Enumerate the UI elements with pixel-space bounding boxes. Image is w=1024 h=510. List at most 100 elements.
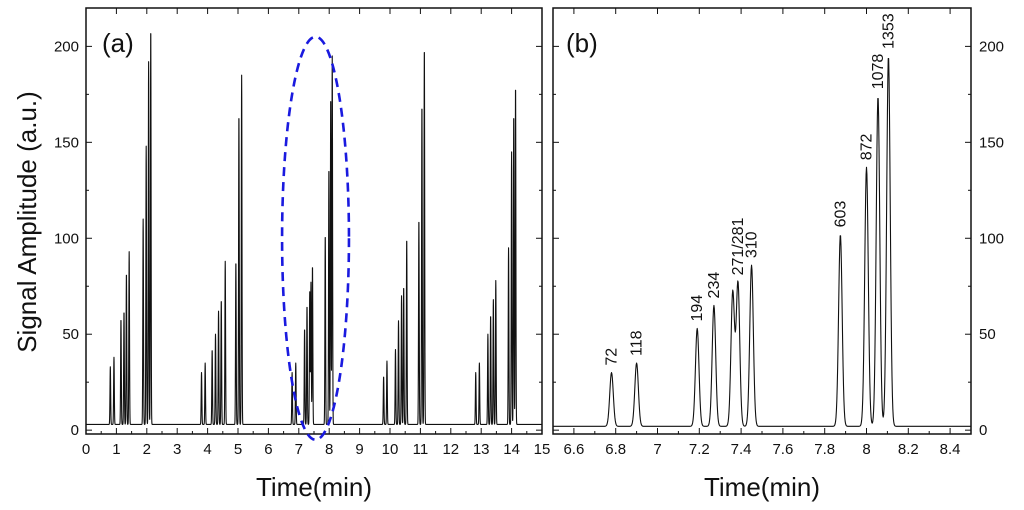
panel-a-x-tick-label: 9 <box>355 441 363 458</box>
panel-b-peak-point <box>877 96 878 97</box>
panel-b-x-tick-label: 7.2 <box>689 441 710 458</box>
panel-b-frame <box>552 7 972 435</box>
panel-b-peak-point <box>737 282 738 283</box>
panel-a-peak-point <box>201 372 202 373</box>
panel-a-peak-point <box>479 362 480 363</box>
panel-b-peak-label: 234 <box>706 272 723 299</box>
panel-a-peak-point <box>403 286 404 287</box>
panel-b-x-tick-label: 7 <box>653 441 661 458</box>
panel-a-x-tick-label: 1 <box>112 441 120 458</box>
panel-b-peak-label: 118 <box>629 330 646 356</box>
panel-a-peak-point <box>205 362 206 363</box>
panel-a-peak-point <box>328 167 329 168</box>
panel-a-highlight-ellipse <box>280 35 351 442</box>
panel-a-peak-point <box>120 318 121 319</box>
panel-a-peak-point <box>129 251 130 252</box>
panel-a-x-tick-label: 11 <box>413 441 429 458</box>
panel-b-peak-label: 603 <box>832 201 849 228</box>
panel-a-y-tick-label: 100 <box>54 230 79 247</box>
panel-b-y-tick-label: 150 <box>979 134 1004 151</box>
panel-a-x-tick-label: 3 <box>173 441 181 458</box>
panel-a-peak-point <box>312 265 313 266</box>
panel-a-peak-point <box>515 84 516 85</box>
panel-b-peak-point <box>636 362 637 363</box>
panel-b-peak-point <box>611 372 612 373</box>
panel-a-x-tick-label: 5 <box>234 441 242 458</box>
panel-b-y-tick-label: 50 <box>979 326 996 343</box>
panel-b-y-tick-label: 100 <box>979 230 1004 247</box>
panel-a-peak-point <box>304 328 305 329</box>
panel-a-peak-point <box>418 218 419 219</box>
panel-a-peak-point <box>406 238 407 239</box>
panel-a-frame <box>85 7 543 435</box>
panel-b-signal-trace <box>552 57 972 427</box>
panel-a-peak-point <box>511 151 512 152</box>
panel-b-peak-label: 1078 <box>870 54 887 90</box>
panel-a-peak-point <box>513 113 514 114</box>
panel-a-x-tick-label: 8 <box>325 441 333 458</box>
panel-a-peak-point <box>495 280 496 281</box>
panel-b-x-tick-label: 8.2 <box>898 441 919 458</box>
panel-b-peak-label: 310 <box>744 231 761 258</box>
panel-a-peak-point <box>306 305 307 306</box>
panel-a-peak-point <box>113 357 114 358</box>
panel-a-peak-point <box>123 311 124 312</box>
panel-b-peak-label: 194 <box>689 295 706 322</box>
panel-a-x-tick-label: 13 <box>473 441 490 458</box>
panel-a-x-tick-label: 14 <box>503 441 520 458</box>
panel-a-peak-point <box>241 75 242 76</box>
panel-a-peak-point <box>475 372 476 373</box>
panel-b-peak-label: 271/281 <box>730 217 747 275</box>
panel-b-x-tick-label: 8 <box>862 441 870 458</box>
panel-b-label: (b) <box>566 28 598 58</box>
panel-a-peak-point <box>395 349 396 350</box>
panel-a-signal-trace <box>85 33 543 425</box>
panel-a-x-tick-label: 7 <box>295 441 303 458</box>
panel-a-trace-group <box>85 33 543 425</box>
panel-b-x-tick-label: 6.8 <box>605 441 626 458</box>
panel-b-ticks: 6.6 6.8 7 7.2 7.4 7.6 7.8 8 8.2 8.4 0 50 100 150 200 <box>552 8 1004 458</box>
panel-a-x-tick-label: 6 <box>264 441 272 458</box>
panel-b-peak-label: 872 <box>859 133 876 160</box>
panel-a-peak-point <box>330 96 331 97</box>
y-axis-title: Signal Amplitude (a.u.) <box>12 91 42 353</box>
panel-a-peak-point <box>487 334 488 335</box>
panel-a-x-axis-title: Time(min) <box>256 472 372 502</box>
panel-b-peak-label: 1353 <box>880 13 897 49</box>
panel-b-y-tick-label: 200 <box>979 38 1004 55</box>
panel-b-x-axis-title: Time(min) <box>704 472 820 502</box>
panel-a-y-tick-label: 50 <box>62 326 79 343</box>
panel-b-x-tick-label: 7.6 <box>772 441 793 458</box>
panel-b-x-tick-label: 7.8 <box>814 441 835 458</box>
panel-a-peak-point <box>424 46 425 47</box>
panel-a-x-tick-label: 0 <box>82 441 90 458</box>
panel-b-peak-point <box>732 291 733 292</box>
panel-a-peak-point <box>309 291 310 292</box>
panel-a-peak-point <box>332 55 333 56</box>
panel-a-peak-point <box>493 299 494 300</box>
panel-a-peak-point <box>310 282 311 283</box>
panel-a-y-tick-label: 200 <box>54 38 79 55</box>
panel-a-peak-point <box>490 314 491 315</box>
panel-a-peak-point <box>238 113 239 114</box>
panel-a-peak-point <box>421 103 422 104</box>
panel-a-peak-point <box>225 261 226 262</box>
panel-a-peak-point <box>146 146 147 147</box>
panel-a-peak-point <box>148 61 149 62</box>
panel-a-peak-point <box>292 372 293 373</box>
panel-a-y-tick-label: 0 <box>71 422 79 439</box>
panel-b-peak-point <box>751 265 752 266</box>
panel-b-x-tick-label: 8.4 <box>940 441 961 458</box>
panel-a-x-tick-label: 15 <box>534 441 551 458</box>
panel-a-peak-point <box>215 334 216 335</box>
panel-a-peak-point <box>398 320 399 321</box>
panel-b-peak-point <box>713 305 714 306</box>
panel-b-chart: 6.6 6.8 7 7.2 7.4 7.6 7.8 8 8.2 8.4 0 50 100 150 200 7… <box>552 7 1004 502</box>
panel-a-label: (a) <box>102 28 134 58</box>
panel-a-peak-point <box>221 299 222 300</box>
panel-a-peak-point <box>126 272 127 273</box>
panel-b-peak-point <box>888 55 889 56</box>
